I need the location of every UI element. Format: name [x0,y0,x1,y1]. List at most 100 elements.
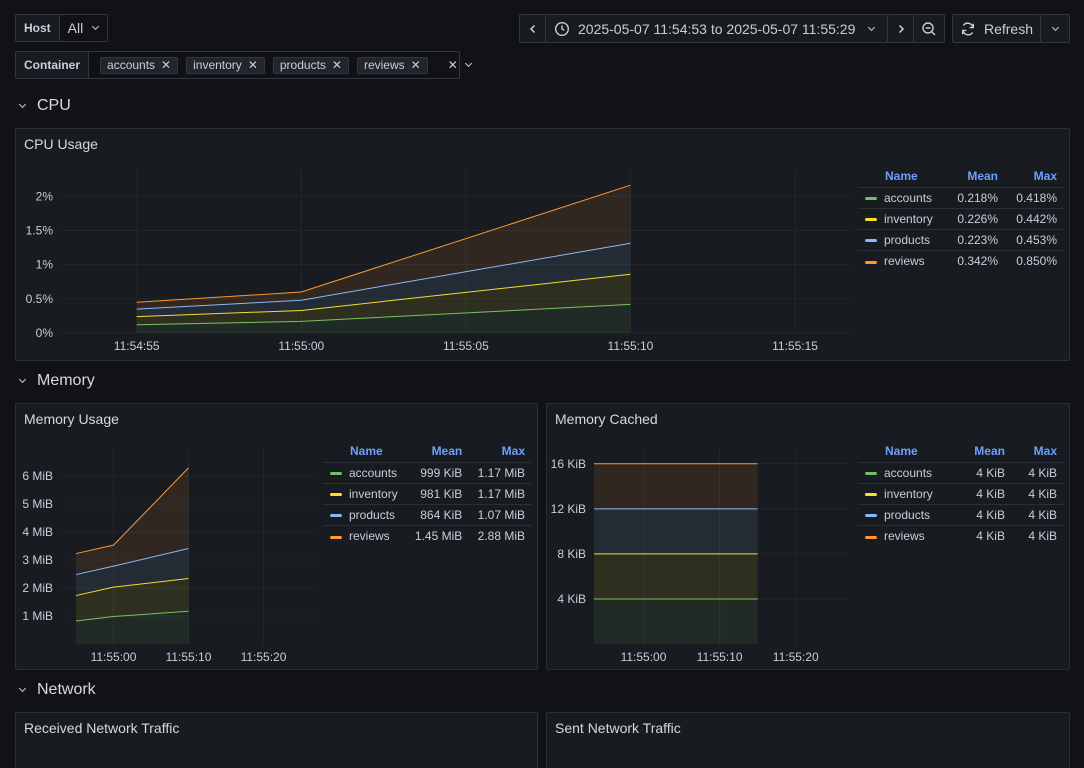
legend-row-inventory[interactable]: inventory 4 KiB 4 KiB [858,483,1064,505]
legend-row-reviews[interactable]: reviews 0.342% 0.850% [858,250,1064,272]
chip-inventory: inventory ✕ [186,56,265,74]
legend-row-accounts[interactable]: accounts 4 KiB 4 KiB [858,462,1064,484]
x-tick-label: 11:55:15 [772,339,818,353]
series-color-swatch [865,260,877,264]
legend-series-name[interactable]: products [858,504,958,526]
legend-column-header[interactable]: Mean [974,444,1005,458]
legend-row-inventory[interactable]: inventory 0.226% 0.442% [858,208,1064,230]
zoom-out-button[interactable] [913,14,945,43]
y-tick-label: 12 KiB [551,502,586,516]
legend-column-header[interactable]: Name [885,444,918,458]
panel-memory-cached: Memory Cached 11:55:00 11:55:10 11:55:20 4 … [546,403,1070,670]
panel-title[interactable]: Sent Network Traffic [555,720,681,736]
panel-received-network: Received Network Traffic [15,712,538,768]
container-select[interactable]: accounts ✕ inventory ✕ products ✕ reviews ✕ … [89,52,479,78]
series-color-swatch [865,514,877,518]
legend-mean-value: 4 KiB [957,462,1012,484]
legend-series-name[interactable]: reviews [323,525,407,547]
legend-column-header[interactable]: Mean [967,169,999,183]
chevron-right-icon [898,24,904,33]
y-tick-label: 0.5% [26,292,54,306]
legend-header: Name Mean Max [858,165,1064,188]
series-area-products [76,548,189,596]
memory-cached-legend: Name Mean Max accounts 4 KiB 4 KiB inventory 4 … [858,440,1064,547]
legend-mean-value: 1.45 MiB [406,525,470,547]
x-tick-label: 11:55:20 [773,650,819,664]
legend-row-accounts[interactable]: accounts 999 KiB 1.17 MiB [323,462,532,484]
series-area-accounts [76,611,189,644]
legend-row-products[interactable]: products 0.223% 0.453% [858,229,1064,251]
remove-icon[interactable]: ✕ [161,58,172,72]
legend-header: Name Mean Max [323,440,532,463]
legend-column-header[interactable]: Mean [431,444,463,458]
time-range-picker[interactable]: 2025-05-07 11:54:53 to 2025-05-07 11:55:… [545,14,888,43]
legend-series-name[interactable]: products [858,229,947,251]
legend-row-products[interactable]: products 4 KiB 4 KiB [858,504,1064,526]
legend-row-products[interactable]: products 864 KiB 1.07 MiB [323,504,532,526]
legend-row-accounts[interactable]: accounts 0.218% 0.418% [858,187,1064,209]
remove-icon[interactable]: ✕ [410,58,421,72]
y-tick-label: 1% [36,258,54,272]
remove-icon[interactable]: ✕ [247,58,258,72]
series-color-swatch [330,535,342,539]
legend-column-header[interactable]: Max [1033,444,1057,458]
host-select[interactable]: All [60,15,107,41]
legend-column-header[interactable]: Name [350,444,383,458]
x-tick-label: 11:55:10 [697,650,743,664]
legend-mean-value: 999 KiB [406,462,470,484]
panel-title[interactable]: CPU Usage [24,136,98,152]
panel-title[interactable]: Memory Cached [555,411,658,427]
memory-cached-chart[interactable]: 11:55:00 11:55:10 11:55:20 4 KiB 8 KiB 12 KiB… [547,434,852,670]
x-tick-label: 11:55:10 [166,650,212,664]
legend-series-name[interactable]: products [323,504,407,526]
memory-usage-legend: Name Mean Max accounts 999 KiB 1.17 MiB invent… [323,440,532,547]
legend-column-header[interactable]: Max [1033,169,1057,183]
legend-series-name[interactable]: inventory [858,208,947,230]
series-line-reviews [136,184,631,303]
y-tick-label: 6 MiB [22,469,53,483]
chip-label: products [279,58,326,72]
legend-series-name[interactable]: accounts [858,462,958,484]
panel-title[interactable]: Memory Usage [24,411,119,427]
clear-icon[interactable]: ✕ [447,58,458,72]
legend-mean-value: 0.226% [946,208,1006,230]
time-forward-button[interactable] [887,14,914,43]
series-color-swatch [330,514,342,518]
remove-icon[interactable]: ✕ [331,58,342,72]
chip-label: inventory [193,58,242,72]
legend-series-name[interactable]: reviews [858,250,947,272]
series-area-accounts [594,598,758,644]
legend-row-inventory[interactable]: inventory 981 KiB 1.17 MiB [323,483,532,505]
row-memory[interactable]: Memory [18,372,95,390]
legend-series-name[interactable]: reviews [858,525,958,547]
time-back-button[interactable] [519,14,546,43]
legend-max-value: 4 KiB [1011,525,1064,547]
series-line-products [136,242,631,310]
row-title: CPU [37,97,71,114]
legend-series-name[interactable]: inventory [323,483,407,505]
panel-title[interactable]: Received Network Traffic [24,720,180,736]
row-network[interactable]: Network [18,681,96,699]
chevron-down-icon [868,23,876,31]
memory-usage-chart[interactable]: 11:55:00 11:55:10 11:55:20 1 MiB 2 MiB 3 MiB 4… [16,434,321,670]
legend-series-name[interactable]: accounts [323,462,407,484]
legend-series-name[interactable]: accounts [858,187,947,209]
cpu-usage-chart[interactable]: 11:54:55 11:55:00 11:55:05 11:55:10 11:55:15… [16,159,856,359]
legend-series-name[interactable]: inventory [858,483,958,505]
legend-row-reviews[interactable]: reviews 1.45 MiB 2.88 MiB [323,525,532,547]
chevron-down-icon [1051,23,1059,31]
refresh-icon [961,21,974,36]
legend-mean-value: 981 KiB [406,483,470,505]
legend-mean-value: 4 KiB [957,525,1012,547]
chevron-down-icon[interactable] [464,59,472,68]
legend-column-header[interactable]: Name [885,169,918,183]
legend-max-value: 1.07 MiB [469,504,532,526]
row-cpu[interactable]: CPU [18,97,71,115]
cpu-legend: Name Mean Max accounts 0.218% 0.418% inventory… [858,165,1064,272]
legend-column-header[interactable]: Max [501,444,525,458]
legend-mean-value: 0.218% [946,187,1006,209]
refresh-button[interactable]: Refresh [952,14,1041,43]
legend-max-value: 0.453% [1005,229,1064,251]
legend-row-reviews[interactable]: reviews 4 KiB 4 KiB [858,525,1064,547]
refresh-interval-button[interactable] [1040,14,1070,43]
